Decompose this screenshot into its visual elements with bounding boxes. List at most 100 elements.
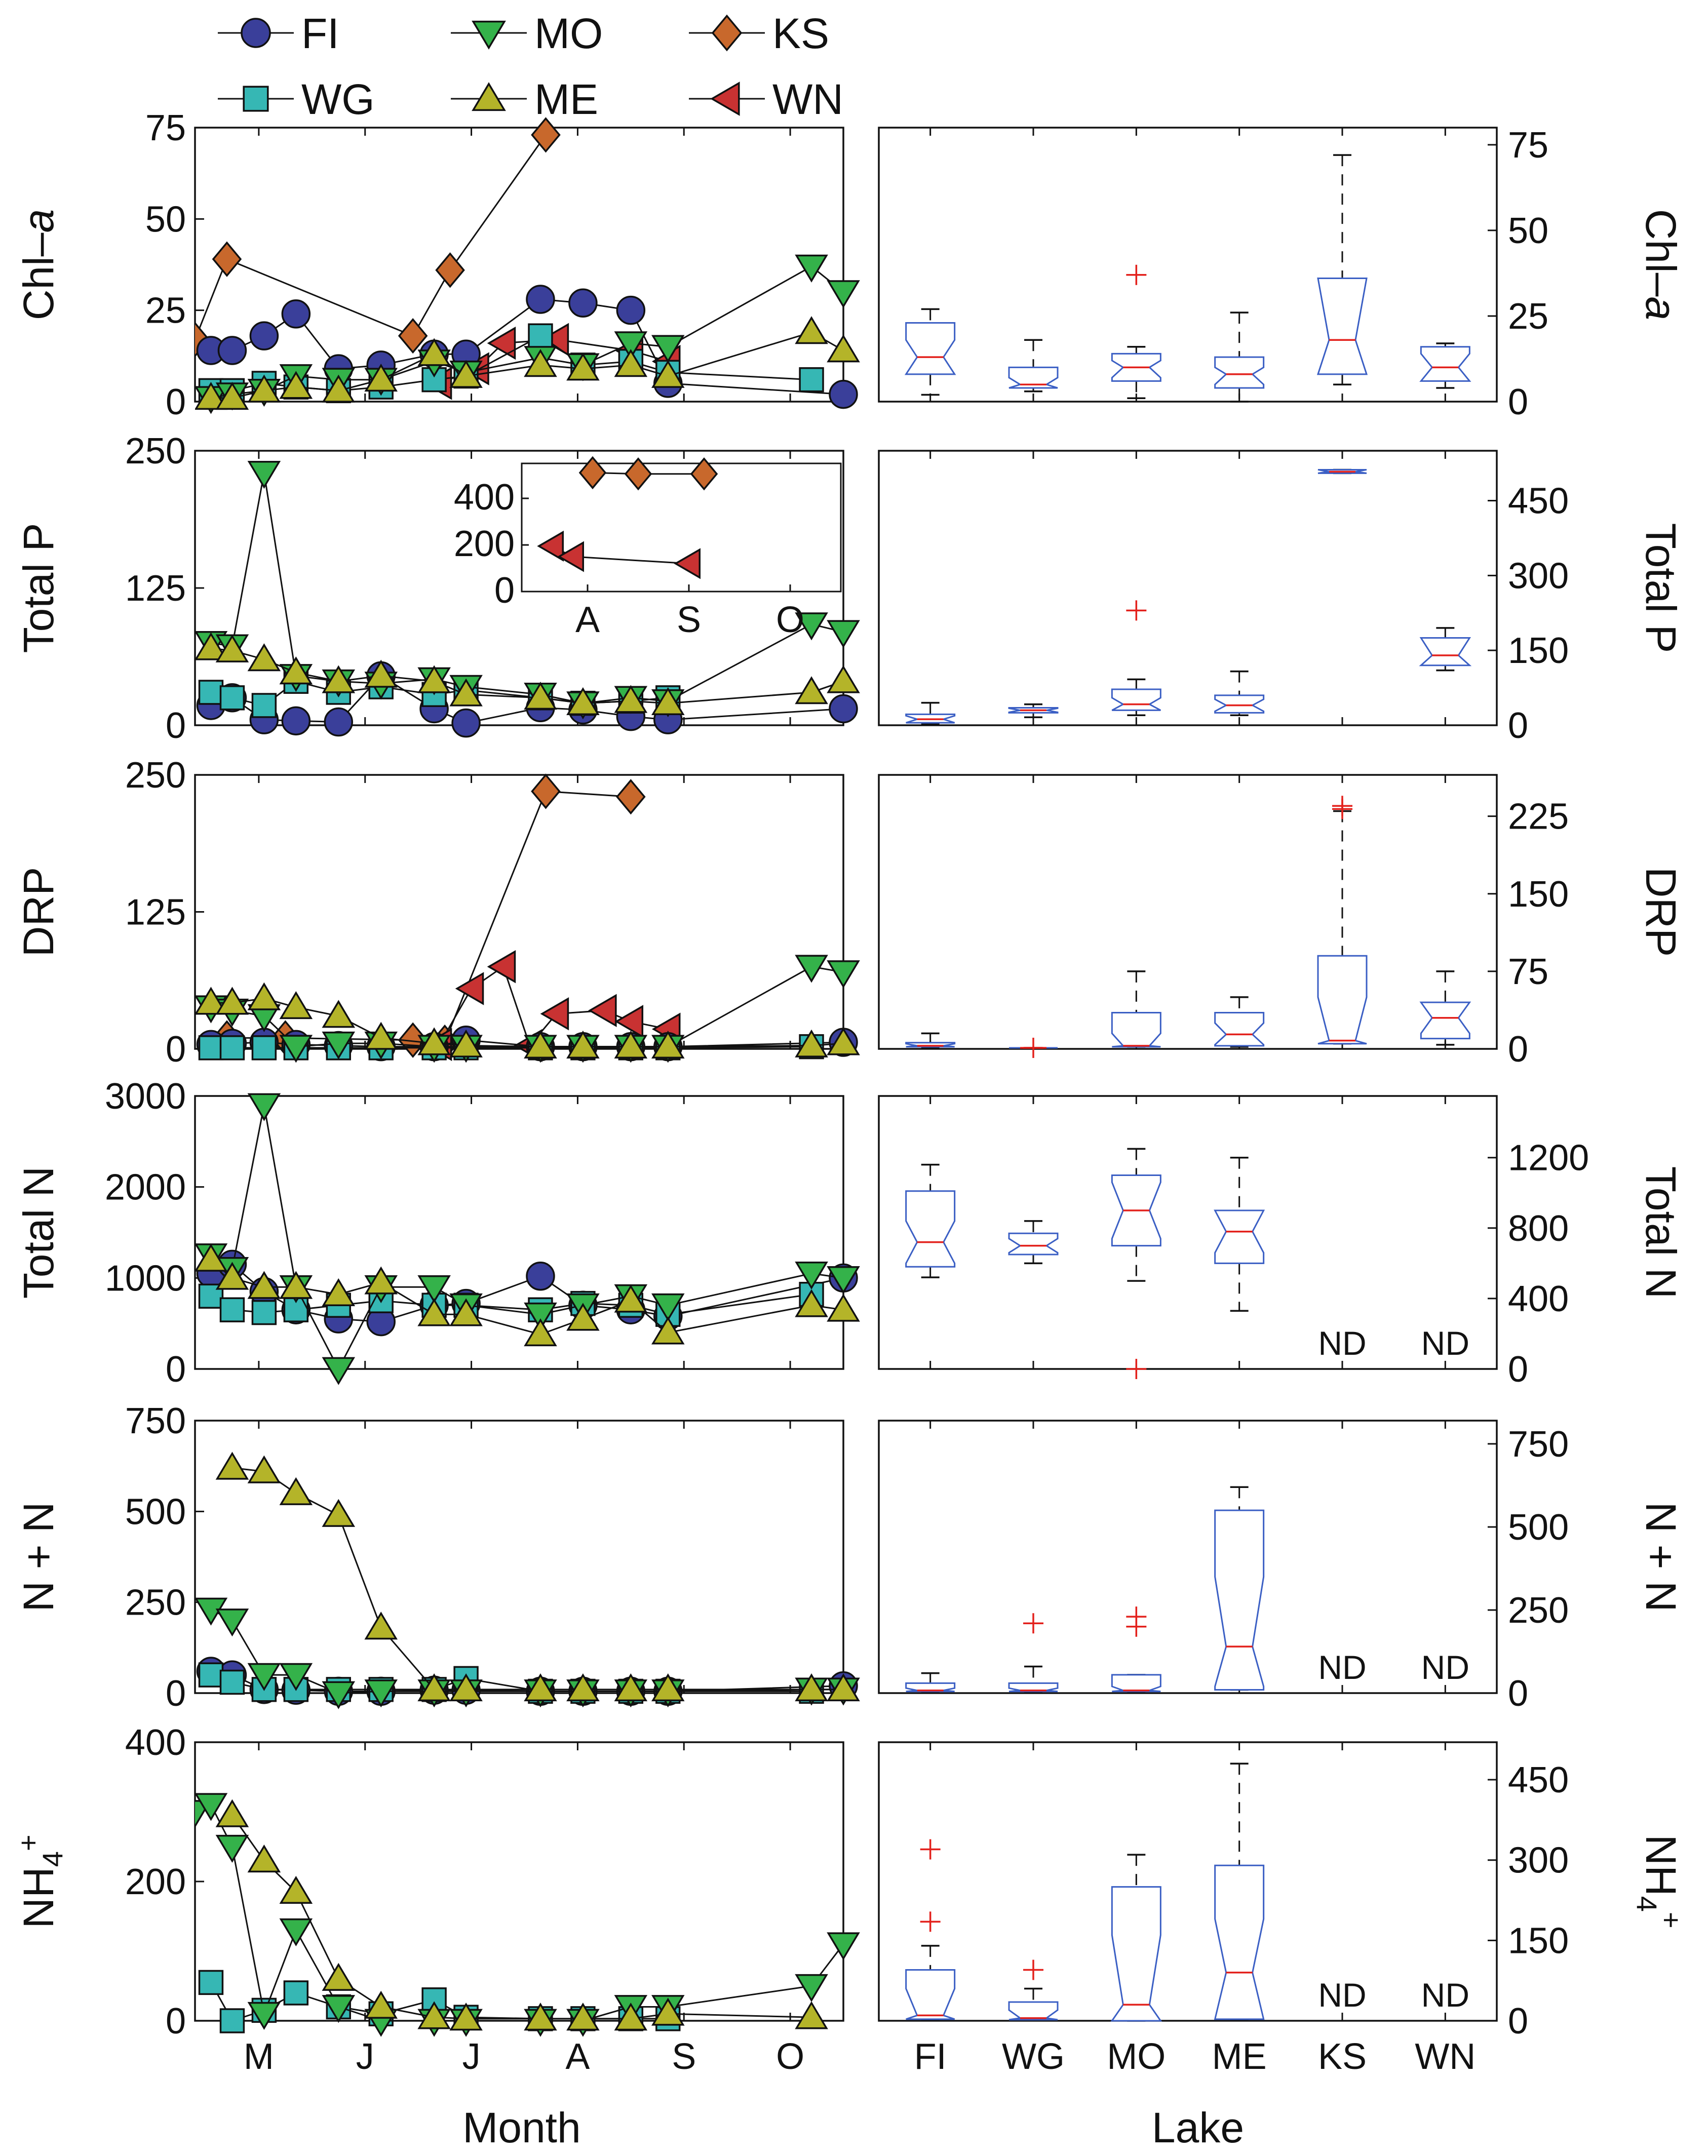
data-point — [829, 694, 858, 724]
legend-marker — [711, 14, 743, 52]
y-axis-label: Total P — [15, 523, 62, 653]
legend-item-fi: FI — [218, 10, 339, 57]
data-point — [487, 326, 516, 360]
data-point — [219, 1669, 245, 1695]
data-point — [195, 1243, 228, 1272]
series-layer — [195, 1793, 860, 2037]
box-wg — [1008, 339, 1059, 393]
data-point — [283, 1980, 309, 2006]
plot-frame — [194, 1095, 844, 1370]
data-point — [322, 1000, 356, 1028]
notched-box — [1214, 1012, 1265, 1047]
data-point — [417, 665, 451, 693]
series-ks — [195, 117, 561, 358]
data-point — [795, 254, 828, 283]
y-tick-label: 225 — [1508, 797, 1569, 837]
series-mo — [195, 1093, 860, 1385]
box-ks — [1317, 468, 1367, 475]
month-label: O — [776, 2036, 804, 2077]
data-point — [524, 349, 557, 377]
left-xlabel: Month — [462, 2104, 580, 2151]
timeseries-plot: 0 250 500 750 N + N — [15, 1401, 860, 1714]
month-label: A — [565, 2036, 590, 2077]
box-me — [1214, 670, 1265, 717]
legend-marker — [472, 82, 506, 111]
panel-5: 0 250 500 750 N + N 0 250 500 750 N + N ND ND — [15, 1401, 1685, 1714]
data-point — [247, 1663, 281, 1691]
data-point — [827, 334, 860, 363]
data-point — [449, 360, 483, 388]
nd-label: ND — [1421, 1649, 1469, 1686]
inset-data-point — [690, 457, 718, 491]
data-point — [651, 1030, 685, 1059]
inset-plot: 0 200 400 A S O — [454, 456, 842, 640]
data-point — [247, 1093, 281, 1121]
notched-box — [1214, 1509, 1265, 1691]
data-point — [195, 1793, 228, 1821]
series-mo — [195, 1793, 860, 2037]
y-tick-label: 25 — [1508, 296, 1548, 337]
y-tick-label: 0 — [166, 705, 186, 746]
nd-label: ND — [1318, 1324, 1366, 1362]
data-point — [566, 687, 600, 715]
box-fi — [905, 1163, 956, 1278]
data-point — [417, 1673, 451, 1702]
y-tick-label: 250 — [125, 755, 186, 796]
lake-label: FI — [914, 2036, 947, 2077]
legend-label: FI — [301, 10, 339, 57]
data-point — [219, 1297, 245, 1322]
inset-frame — [521, 462, 842, 593]
y-axis-label: Total N — [15, 1166, 62, 1299]
y-tick-label: 0 — [1508, 2001, 1528, 2042]
box-ks: ND — [1318, 1649, 1366, 1686]
series-layer — [195, 461, 860, 738]
timeseries-plot: 0 125 250 Total P 0 200 400 A S O — [15, 431, 860, 746]
inset-data-point — [674, 548, 701, 579]
y-tick-label: 200 — [125, 1862, 186, 1902]
box-wn — [1419, 342, 1471, 389]
inset-month-label: S — [677, 600, 701, 640]
box-mo — [1111, 600, 1161, 717]
series-layer — [195, 117, 860, 414]
data-point — [364, 659, 398, 688]
box-ks — [1316, 154, 1368, 385]
series-me — [195, 632, 860, 715]
plot-frame — [194, 127, 844, 403]
y-tick-label: 0 — [166, 1349, 186, 1390]
right-y-axis-label: Total N — [1637, 1166, 1685, 1299]
y-tick-label: 50 — [1508, 211, 1548, 251]
box-me — [1214, 1156, 1265, 1312]
data-point — [417, 2001, 451, 2029]
box-ks: ND — [1318, 1324, 1366, 1362]
timeseries-plot: 0 25 50 75 Chl–a — [15, 108, 860, 422]
y-tick-label: 75 — [145, 108, 186, 148]
lake-label: WG — [1002, 2036, 1065, 2077]
y-axis-label: Chl–a — [15, 209, 62, 320]
data-point — [322, 665, 356, 693]
box-fi — [905, 1672, 956, 1693]
notched-box — [905, 1682, 956, 1693]
data-point — [247, 1455, 281, 1483]
right-y-axis-label: NH4+ — [1631, 1834, 1687, 1928]
data-point — [455, 972, 484, 1005]
data-point — [247, 1271, 281, 1299]
data-point — [364, 1022, 398, 1050]
box-wn: ND — [1421, 1649, 1469, 1686]
data-point — [247, 1844, 281, 1873]
y-axis-label: N + N — [15, 1502, 62, 1612]
y-tick-label: 500 — [125, 1492, 186, 1532]
ylabel-subscript: 4 — [1631, 1896, 1663, 1912]
box-fi — [904, 308, 956, 396]
data-point — [279, 1875, 313, 1904]
y-tick-label: 250 — [1508, 1590, 1569, 1631]
boxplot: 0 250 500 750 N + N ND ND — [878, 1420, 1685, 1714]
data-point — [364, 1990, 398, 2019]
data-point — [449, 1298, 483, 1326]
data-point — [566, 1303, 600, 1331]
data-point — [588, 994, 617, 1027]
data-point — [827, 620, 860, 648]
y-tick-label: 450 — [1508, 481, 1569, 522]
y-tick-label: 0 — [166, 1673, 186, 1714]
data-point — [651, 1673, 685, 1702]
data-point — [398, 318, 428, 354]
